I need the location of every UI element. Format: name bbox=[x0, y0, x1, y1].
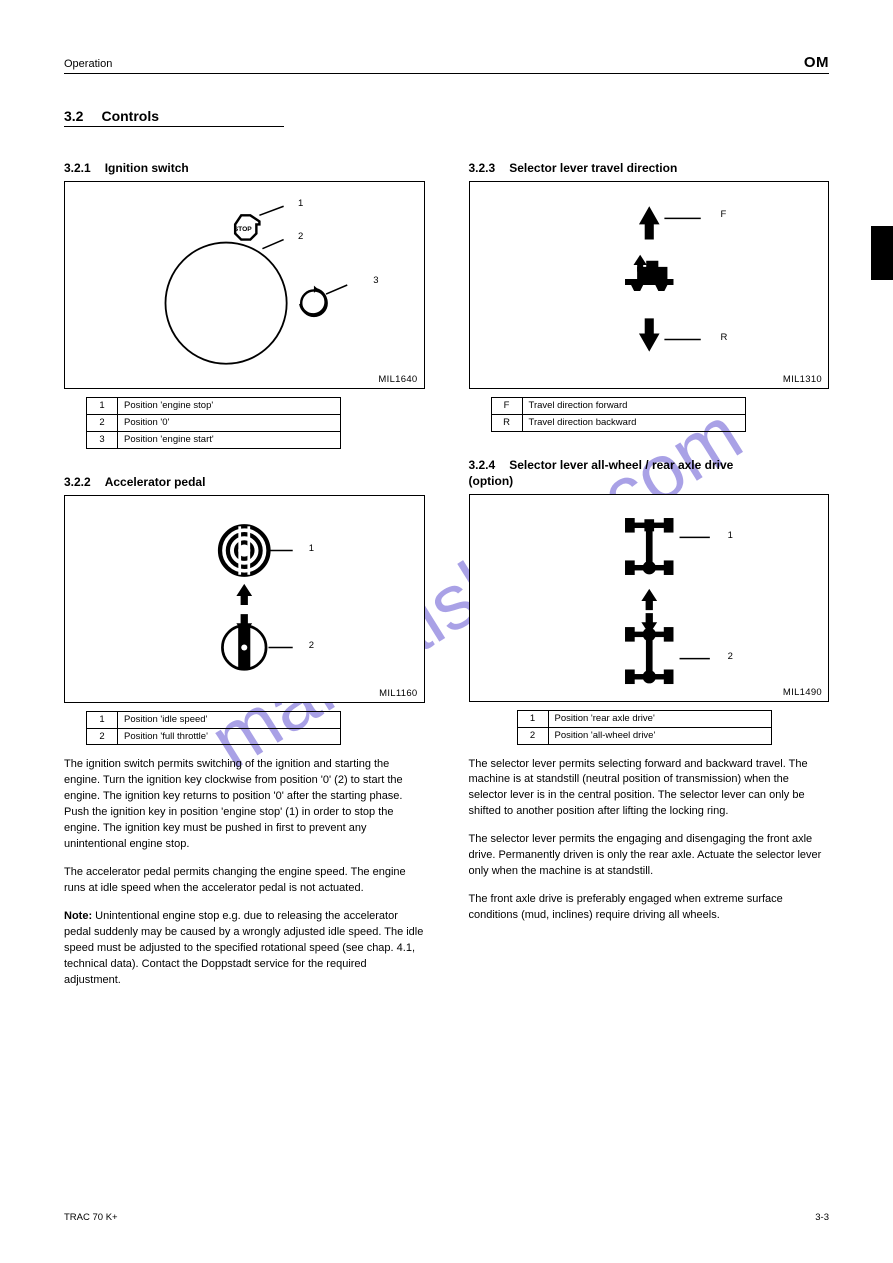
figure-ignition-switch: STOP bbox=[64, 181, 425, 389]
block-label: Selector lever all-wheel / rear axle dri… bbox=[509, 458, 733, 472]
footer-left: TRAC 70 K+ bbox=[64, 1212, 118, 1223]
figure-code: MIL1310 bbox=[783, 374, 822, 385]
footer-right: 3-3 bbox=[815, 1212, 829, 1223]
legend-awd: 1Position 'rear axle drive' 2Position 'a… bbox=[517, 710, 772, 745]
section-label: Controls bbox=[101, 108, 159, 124]
figure-code: MIL1640 bbox=[378, 374, 417, 385]
block-number: 3.2.2 bbox=[64, 475, 91, 489]
callout-1: 1 bbox=[309, 543, 314, 554]
legend-accelerator: 1Position 'idle speed' 2Position 'full t… bbox=[86, 711, 341, 746]
callout-1: 1 bbox=[298, 198, 303, 209]
side-tab bbox=[871, 226, 893, 280]
section-heading: 3.2 Controls bbox=[64, 108, 284, 127]
figure-code: MIL1160 bbox=[379, 688, 417, 699]
block-accelerator-pedal: 3.2.2 Accelerator pedal bbox=[64, 475, 425, 746]
figure-code: MIL1490 bbox=[783, 687, 822, 698]
header-title: Operation bbox=[64, 58, 112, 70]
callout-2: 2 bbox=[728, 651, 733, 662]
body-text-left: The ignition switch permits switching of… bbox=[64, 757, 425, 988]
page-footer: TRAC 70 K+ 3-3 bbox=[64, 1212, 829, 1223]
figure-selector-awd: 1 2 MIL1490 bbox=[469, 494, 830, 702]
para-3: Note: Unintentional engine stop e.g. due… bbox=[64, 909, 425, 989]
block-subtitle: (option) bbox=[469, 474, 830, 488]
header-code: OM bbox=[804, 54, 829, 71]
legend-direction: FTravel direction forward RTravel direct… bbox=[491, 397, 746, 432]
block-selector-awd: 3.2.4 Selector lever all-wheel / rear ax… bbox=[469, 458, 830, 745]
legend-ignition: 1Position 'engine stop' 2Position '0' 3P… bbox=[86, 397, 341, 449]
para-6: The front axle drive is preferably engag… bbox=[469, 892, 830, 924]
running-header: Operation OM bbox=[64, 54, 829, 74]
block-number: 3.2.4 bbox=[469, 458, 496, 472]
section-number: 3.2 bbox=[64, 108, 83, 124]
block-label: Accelerator pedal bbox=[105, 475, 206, 489]
block-ignition-switch: 3.2.1 Ignition switch STOP bbox=[64, 161, 425, 449]
body-text-right: The selector lever permits selecting for… bbox=[469, 757, 830, 924]
block-number: 3.2.1 bbox=[64, 161, 91, 175]
callout-2: 2 bbox=[298, 231, 303, 242]
para-2: The accelerator pedal permits changing t… bbox=[64, 865, 425, 897]
figure-selector-direction: F R MIL1310 bbox=[469, 181, 830, 389]
para-5: The selector lever permits the engaging … bbox=[469, 832, 830, 880]
para-4: The selector lever permits selecting for… bbox=[469, 757, 830, 821]
label-reverse: R bbox=[720, 332, 727, 343]
block-number: 3.2.3 bbox=[469, 161, 496, 175]
callout-1: 1 bbox=[728, 530, 733, 541]
para-1: The ignition switch permits switching of… bbox=[64, 757, 425, 853]
block-label: Ignition switch bbox=[105, 161, 189, 175]
callout-2: 2 bbox=[309, 640, 314, 651]
label-forward: F bbox=[720, 209, 726, 220]
callout-3: 3 bbox=[373, 275, 378, 286]
block-selector-direction: 3.2.3 Selector lever travel direction bbox=[469, 161, 830, 432]
svg-text:STOP: STOP bbox=[234, 226, 253, 233]
figure-accelerator: 1 2 MIL1160 bbox=[64, 495, 425, 703]
block-label: Selector lever travel direction bbox=[509, 161, 677, 175]
